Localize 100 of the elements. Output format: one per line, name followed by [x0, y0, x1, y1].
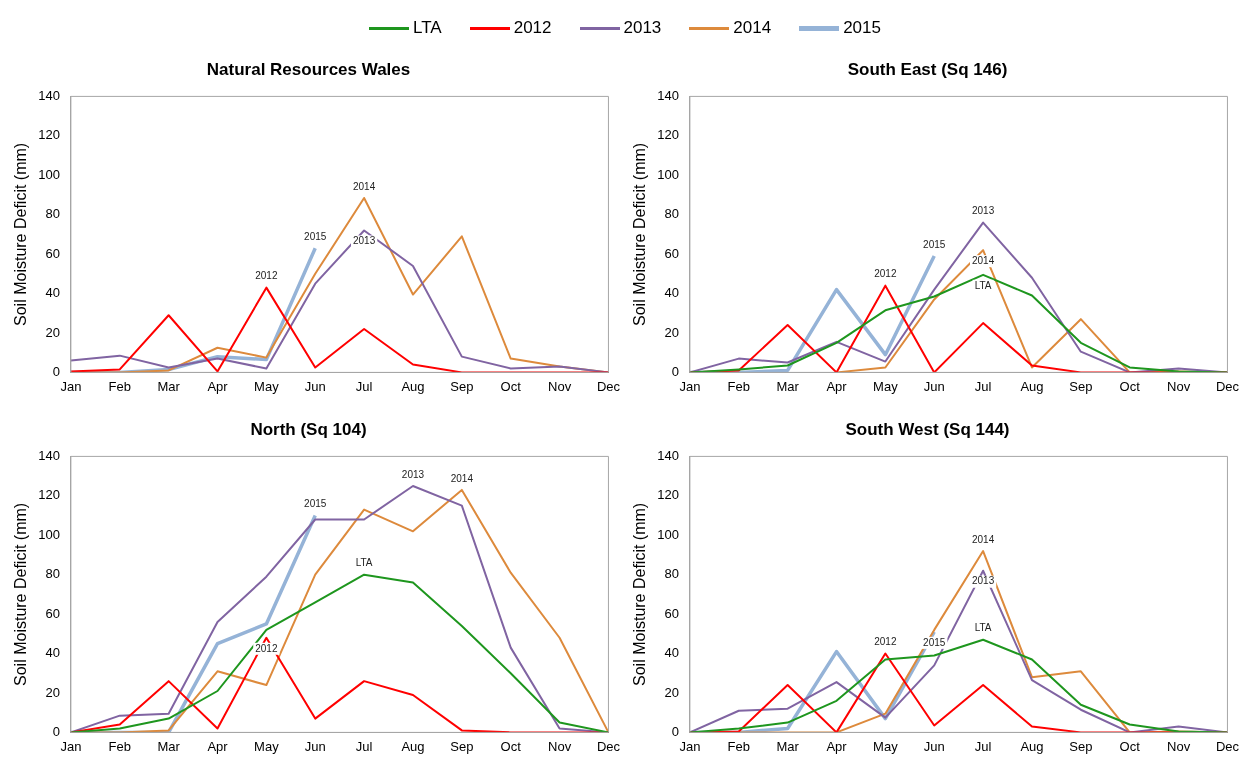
x-tick-label: Apr: [826, 738, 848, 754]
x-tick-label: Dec: [596, 378, 621, 394]
y-tick-label: 60: [664, 605, 679, 621]
chart-title: South West (Sq 144): [845, 419, 1010, 439]
chart-title: Natural Resources Wales: [206, 59, 411, 79]
x-tick-label: Sep: [1069, 738, 1093, 754]
series-label: 2015: [923, 238, 946, 250]
x-tick-label: Jul: [355, 378, 373, 394]
y-tick-label: 100: [38, 166, 60, 182]
series-label: LTA: [355, 557, 373, 569]
x-tick-label: Sep: [450, 378, 474, 394]
y-tick-label: 120: [38, 487, 60, 503]
x-tick-label: Nov: [548, 738, 572, 754]
y-tick-label: 40: [664, 645, 679, 661]
y-tick-label: 80: [664, 566, 679, 582]
legend-label: LTA: [413, 18, 442, 38]
x-tick-label: May: [254, 378, 280, 394]
x-tick-label: Mar: [776, 738, 800, 754]
y-tick-label: 40: [45, 285, 60, 301]
series-label: 2012: [255, 642, 278, 654]
x-tick-label: Jul: [355, 738, 373, 754]
series-label: LTA: [974, 622, 992, 634]
x-tick-label: Feb: [727, 378, 750, 394]
y-tick-label: 20: [664, 684, 679, 700]
x-tick-label: Jul: [974, 738, 992, 754]
y-tick-label: 100: [657, 166, 679, 182]
x-tick-label: Feb: [108, 378, 131, 394]
y-tick-label: 60: [45, 605, 60, 621]
legend-label: 2015: [843, 18, 881, 38]
series-label: 2012: [874, 268, 897, 280]
y-tick-label: 120: [657, 127, 679, 143]
y-tick-label: 80: [45, 206, 60, 222]
y-tick-label: 40: [664, 285, 679, 301]
x-tick-label: Nov: [548, 378, 572, 394]
y-tick-label: 140: [657, 87, 679, 103]
y-tick-label: 0: [671, 723, 679, 739]
x-tick-label: Dec: [1215, 378, 1240, 394]
x-tick-label: Sep: [1069, 378, 1093, 394]
y-axis-title: Soil Moisture Deficit (mm): [631, 142, 649, 326]
y-tick-label: 140: [38, 87, 60, 103]
x-tick-label: Aug: [401, 738, 425, 754]
x-tick-label: Dec: [1215, 738, 1240, 754]
y-axis-title: Soil Moisture Deficit (mm): [12, 502, 30, 686]
y-tick-label: 60: [664, 245, 679, 261]
x-tick-label: Apr: [207, 378, 229, 394]
text: 2014: [352, 180, 376, 192]
legend-label: 2014: [733, 18, 772, 38]
x-tick-label: May: [254, 738, 280, 754]
y-tick-label: 140: [657, 447, 679, 463]
x-tick-label: Feb: [108, 738, 131, 754]
y-tick-label: 120: [38, 127, 60, 143]
legend-label: 2012: [513, 18, 552, 38]
y-tick-label: 0: [52, 363, 60, 379]
x-tick-label: Jan: [679, 738, 701, 754]
x-tick-label: Aug: [401, 378, 425, 394]
series-label: 2015: [304, 498, 327, 510]
y-tick-label: 40: [45, 645, 60, 661]
y-tick-label: 0: [671, 363, 679, 379]
x-tick-label: Nov: [1167, 738, 1191, 754]
x-tick-label: May: [873, 378, 899, 394]
x-tick-label: Oct: [500, 378, 522, 394]
y-axis-title: Soil Moisture Deficit (mm): [12, 142, 30, 326]
x-tick-label: Nov: [1167, 378, 1191, 394]
x-tick-label: Feb: [727, 738, 750, 754]
x-tick-label: Jan: [60, 738, 82, 754]
x-tick-label: Mar: [776, 378, 800, 394]
legend-label: 2013: [623, 18, 662, 38]
series-label: 2013: [971, 205, 995, 217]
x-tick-label: Jan: [679, 378, 701, 394]
chart-title: North (Sq 104): [250, 419, 367, 439]
y-tick-label: 100: [38, 526, 60, 542]
x-tick-label: Jul: [974, 378, 992, 394]
x-tick-label: Aug: [1020, 738, 1044, 754]
series-label: 2014: [450, 472, 474, 484]
series-label: 2013: [971, 575, 995, 587]
text: 2012: [255, 270, 278, 282]
x-tick-label: May: [873, 738, 899, 754]
series-label: 2014: [971, 254, 995, 266]
y-tick-label: 120: [657, 487, 679, 503]
series-label: 2015: [923, 636, 946, 648]
y-tick-label: 140: [38, 447, 60, 463]
y-tick-label: 20: [45, 324, 60, 340]
x-tick-label: Jun: [304, 378, 326, 394]
x-tick-label: Apr: [826, 378, 848, 394]
x-tick-label: Mar: [157, 378, 181, 394]
chart-title: South East (Sq 146): [847, 59, 1008, 79]
x-tick-label: Jan: [60, 378, 82, 394]
x-tick-label: Oct: [1119, 378, 1141, 394]
series-label: 2014: [971, 533, 995, 545]
text: 2013: [352, 235, 376, 247]
x-tick-label: Mar: [157, 738, 181, 754]
y-tick-label: 100: [657, 526, 679, 542]
y-tick-label: 0: [52, 723, 60, 739]
x-tick-label: Jun: [923, 738, 945, 754]
x-tick-label: Oct: [500, 738, 522, 754]
x-tick-label: Sep: [450, 738, 474, 754]
x-tick-label: Jun: [304, 738, 326, 754]
series-label: 2013: [401, 468, 425, 480]
x-tick-label: Apr: [207, 738, 229, 754]
y-tick-label: 20: [45, 684, 60, 700]
